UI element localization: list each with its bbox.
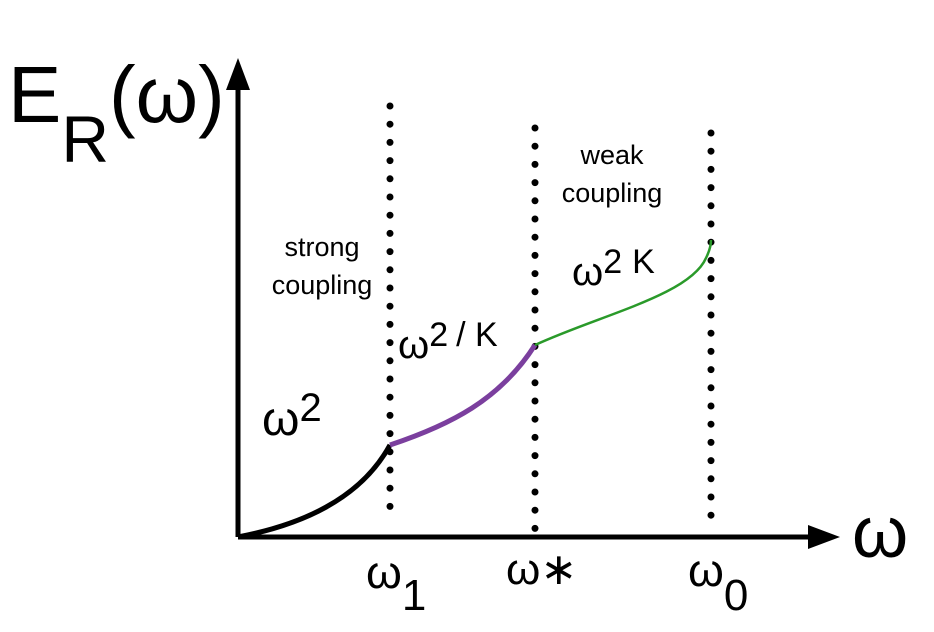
y-label: ER(ω) bbox=[8, 50, 225, 176]
curve-label-sup: 2 bbox=[603, 243, 622, 281]
marker-label: ω1 bbox=[366, 546, 426, 620]
region-label: weak bbox=[579, 140, 644, 170]
marker-label: ω∗ bbox=[506, 545, 577, 594]
y-label-sub: R bbox=[61, 102, 109, 176]
marker-sub: 0 bbox=[724, 571, 748, 620]
region-label: strong bbox=[284, 232, 359, 262]
marker-symbol: ω bbox=[688, 544, 724, 596]
marker-label: ω0 bbox=[688, 544, 748, 620]
curve-label: ω2 bbox=[262, 386, 322, 446]
curve-label-rest: / K bbox=[456, 316, 498, 354]
x-label: ω bbox=[852, 493, 908, 573]
curve-label-base: ω bbox=[398, 323, 429, 367]
curve-weak bbox=[534, 239, 713, 347]
curve-label-sup: 2 bbox=[299, 386, 321, 430]
curve-label-base: ω bbox=[572, 250, 603, 294]
marker-symbol: ω bbox=[366, 546, 402, 598]
curve-label-sup: 2 bbox=[429, 316, 448, 354]
curve-label-rest: K bbox=[632, 243, 655, 281]
curve-label: ω2/ K bbox=[398, 316, 498, 367]
curve-label: ω2 K bbox=[572, 243, 655, 294]
region-label: coupling bbox=[562, 178, 663, 208]
y-label-rest: (ω) bbox=[109, 50, 225, 139]
region-label: coupling bbox=[272, 270, 373, 300]
y-arrow bbox=[226, 58, 250, 90]
y-label-main: E bbox=[8, 50, 61, 139]
marker-sub: 1 bbox=[402, 571, 426, 620]
x-arrow bbox=[808, 525, 840, 549]
curve-middle bbox=[389, 343, 538, 448]
dotted-lines bbox=[386, 102, 715, 538]
curve-strong bbox=[237, 443, 393, 540]
curve-label-base: ω bbox=[262, 393, 299, 446]
